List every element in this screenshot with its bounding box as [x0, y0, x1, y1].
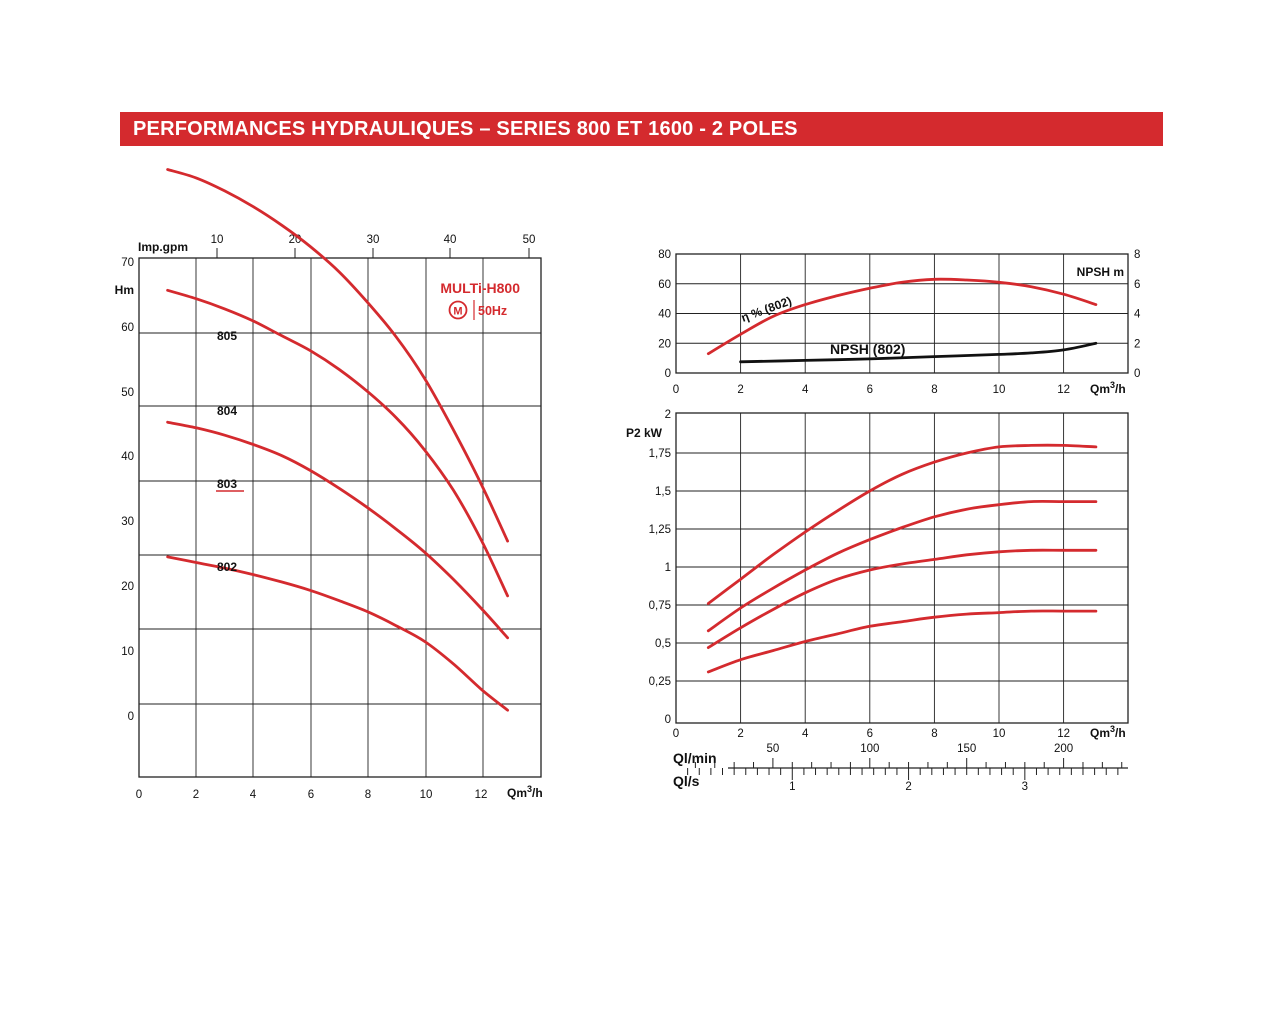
eff-x-tick-label: 4	[802, 384, 809, 396]
ql-s-tick-label: 1	[789, 781, 795, 793]
ql-s-axis-label: Ql/s	[673, 773, 700, 789]
head-y-tick-label: 70	[121, 257, 134, 269]
title-banner: PERFORMANCES HYDRAULIQUES – SERIES 800 E…	[120, 112, 1163, 146]
eff-x-axis-label: Qm3/h	[1090, 380, 1126, 396]
head-x-tick-label: 8	[365, 789, 371, 801]
head-x-tick-label: 4	[250, 789, 257, 801]
power-y-tick-label: 0,75	[649, 600, 671, 612]
power-y-axis-label: P2 kW	[626, 426, 663, 440]
head-top-tick-label: 10	[211, 234, 224, 246]
power-x-tick-label: 12	[1057, 728, 1070, 740]
ql-min-axis-label: Ql/min	[673, 750, 717, 766]
eff-y2-tick-label: 0	[1134, 368, 1140, 380]
head-x-tick-label: 6	[308, 789, 314, 801]
ql-min-tick-label: 100	[860, 743, 879, 755]
eff-y2-tick-label: 8	[1134, 249, 1140, 261]
head-y-tick-label: 60	[121, 322, 134, 334]
head-top-axis-label: Imp.gpm	[138, 240, 188, 254]
head-x-tick-label: 2	[193, 789, 199, 801]
head-curve-803	[166, 420, 509, 640]
power-x-tick-label: 8	[931, 728, 937, 740]
ql-min-tick-label: 50	[767, 743, 780, 755]
eff-curve-npsh	[739, 341, 1098, 364]
power-x-tick-label: 6	[867, 728, 873, 740]
power-plot-frame	[675, 412, 1129, 724]
head-x-tick-label: 0	[136, 789, 142, 801]
eff-y2-tick-label: 4	[1134, 309, 1141, 321]
power-curve-3	[706, 548, 1098, 649]
power-y-tick-label: 0,25	[649, 676, 671, 688]
power-y-tick-label: 2	[665, 409, 671, 421]
power-y-tick-label: 0,5	[655, 638, 671, 650]
brand-logo-letter: M	[453, 306, 462, 318]
head-plot-frame	[138, 257, 542, 778]
eff-x-tick-label: 8	[931, 384, 937, 396]
head-y-tick-label: 30	[121, 516, 134, 528]
eff-y-tick-label: 60	[658, 279, 671, 291]
eff-series-label-npsh: NPSH (802)	[830, 341, 905, 357]
ql-min-tick-label: 200	[1054, 743, 1073, 755]
eff-x-tick-label: 10	[993, 384, 1006, 396]
head-curve-805	[166, 168, 509, 543]
power-y-tick-label: 1,5	[655, 486, 671, 498]
head-curve-804	[166, 288, 509, 598]
brand-freq: 50Hz	[478, 304, 507, 318]
power-y-tick-label: 1,25	[649, 524, 671, 536]
eff-y-tick-label: 40	[658, 309, 671, 321]
power-x-tick-label: 0	[673, 728, 679, 740]
head-top-tick-label: 30	[367, 234, 380, 246]
power-curve-2	[706, 499, 1098, 633]
power-x-tick-label: 10	[993, 728, 1006, 740]
head-top-tick-label: 50	[523, 234, 536, 246]
ql-min-tick-label: 150	[957, 743, 976, 755]
brand-logo: MULTi-H800 M 50Hz	[440, 280, 520, 320]
head-series-label-804: 804	[217, 404, 237, 418]
ql-s-tick-label: 2	[905, 781, 911, 793]
eff-curve-efficiency	[706, 277, 1098, 356]
eff-y2-axis-label: NPSH m	[1077, 265, 1124, 279]
power-x-tick-label: 4	[802, 728, 809, 740]
power-x-tick-label: 2	[737, 728, 743, 740]
power-curve-1	[706, 443, 1098, 605]
eff-x-tick-label: 2	[737, 384, 743, 396]
power-y-tick-label: 0	[665, 714, 671, 726]
head-y-tick-label: 50	[121, 387, 134, 399]
head-y-tick-label: 0	[128, 711, 134, 723]
head-y-tick-label: 40	[121, 451, 134, 463]
power-x-axis-label: Qm3/h	[1090, 724, 1126, 740]
head-curve-802	[166, 555, 509, 712]
head-y-axis-label: Hm	[115, 283, 134, 297]
head-y-tick-label: 10	[121, 646, 134, 658]
power-y-tick-label: 1	[665, 562, 671, 574]
head-x-tick-label: 12	[475, 789, 488, 801]
head-chart: 70 60 50 40 30 20 10 0 Hm 0 2 4 6 8 10 12 Qm3/h Imp.gpm 10…	[115, 168, 543, 801]
eff-x-tick-label: 0	[673, 384, 679, 396]
eff-y-tick-label: 20	[658, 338, 671, 350]
brand-circle-icon	[448, 300, 468, 320]
ql-s-tick-label: 3	[1022, 781, 1028, 793]
head-series-label-802: 802	[217, 560, 237, 574]
eff-y2-tick-label: 6	[1134, 279, 1140, 291]
eff-y-tick-label: 0	[665, 368, 671, 380]
page-title: PERFORMANCES HYDRAULIQUES – SERIES 800 E…	[133, 118, 798, 140]
brand-model: MULTi-H800	[440, 280, 520, 296]
head-x-axis-label: Qm3/h	[507, 784, 543, 800]
head-series-label-803: 803	[217, 477, 237, 491]
eff-x-tick-label: 12	[1057, 384, 1070, 396]
eff-y-tick-label: 80	[658, 249, 671, 261]
head-series-label-805: 805	[217, 329, 237, 343]
eff-y2-tick-label: 2	[1134, 338, 1140, 350]
flow-scales: Ql/min 50 100 150 200 Ql/s 1 2 3	[673, 743, 1128, 793]
head-top-tick-label: 40	[444, 234, 457, 246]
power-curve-4	[706, 609, 1098, 674]
head-y-tick-label: 20	[121, 581, 134, 593]
head-x-tick-label: 10	[420, 789, 433, 801]
power-y-tick-label: 1,75	[649, 448, 671, 460]
eff-x-tick-label: 6	[867, 384, 873, 396]
